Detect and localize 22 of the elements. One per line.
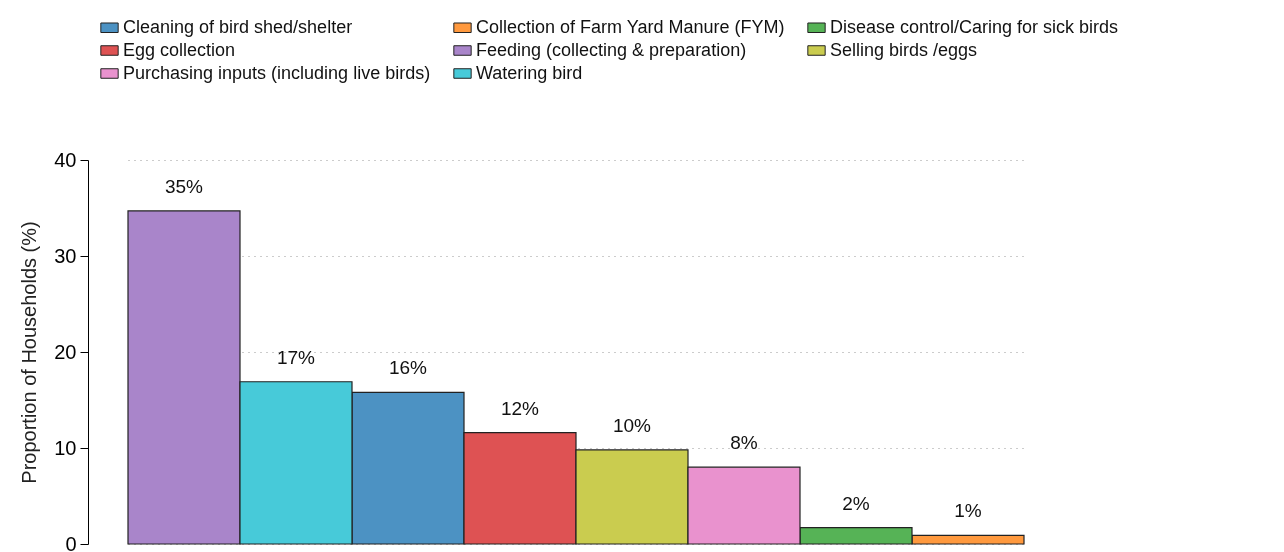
legend-label: Purchasing inputs (including live birds): [123, 62, 431, 83]
legend-label: Watering bird: [476, 62, 583, 83]
data-label: 10%: [612, 414, 652, 436]
y-tick-label: 10: [54, 436, 77, 459]
data-label: 2%: [842, 492, 870, 514]
legend-label: Selling birds /eggs: [830, 39, 978, 60]
data-label: 1%: [954, 500, 982, 522]
y-tick-label: 30: [54, 244, 77, 267]
legend-label: Collection of Farm Yard Manure (FYM): [476, 16, 785, 37]
legend-label: Feeding (collecting & preparation): [476, 39, 747, 60]
legend-label: Egg collection: [123, 39, 236, 60]
y-tick-label: 0: [65, 532, 77, 552]
legend-label: Cleaning of bird shed/shelter: [123, 16, 353, 37]
data-label: 35%: [164, 175, 204, 197]
data-label: 16%: [388, 357, 428, 379]
data-label: 17%: [276, 346, 316, 368]
y-tick-label: 20: [54, 340, 77, 363]
y-tick-label: 40: [54, 148, 77, 171]
data-label: 8%: [730, 432, 758, 454]
data-label: 12%: [500, 397, 540, 419]
y-axis-title: Proportion of Households (%): [18, 221, 41, 484]
legend-label: Disease control/Caring for sick birds: [830, 16, 1119, 37]
